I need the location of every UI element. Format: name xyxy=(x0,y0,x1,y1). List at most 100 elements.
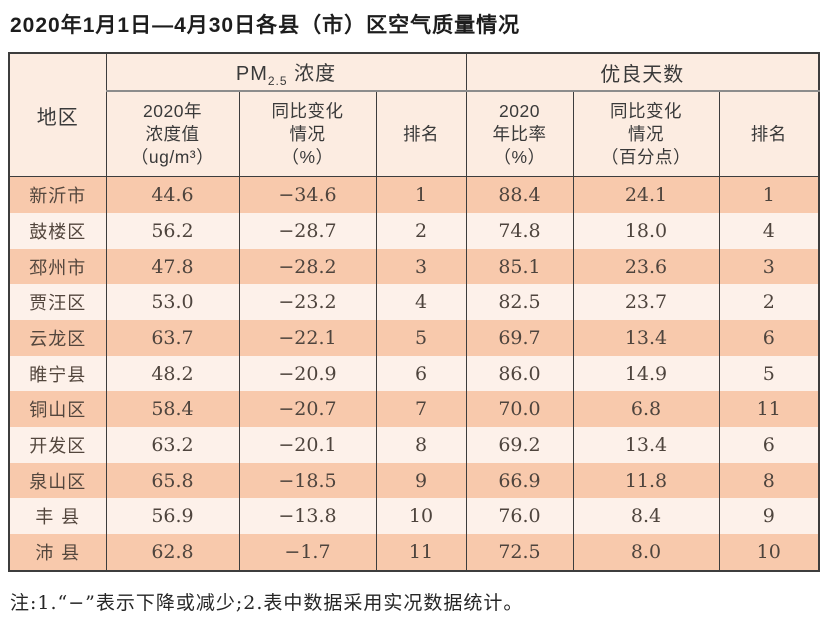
rate-cell: 74.8 xyxy=(465,212,574,249)
pm25-rank-cell: 3 xyxy=(375,248,467,285)
rate-cell: 88.4 xyxy=(465,176,574,213)
header-pm25-rank: 排名 xyxy=(375,91,467,178)
pm25-change-cell: −1.7 xyxy=(238,534,377,571)
table-row: 丰 县 56.9 −13.8 10 76.0 8.4 9 xyxy=(8,498,820,535)
rate-rank-cell: 11 xyxy=(718,391,820,428)
pm25-value-cell: 63.7 xyxy=(105,320,240,356)
rate-change-cell: 18.0 xyxy=(572,212,720,249)
region-cell: 邳州市 xyxy=(8,248,107,285)
rate-rank-cell: 6 xyxy=(718,320,820,356)
rate-rank-cell: 10 xyxy=(718,534,820,571)
table-row: 铜山区 58.4 −20.7 7 70.0 6.8 11 xyxy=(8,391,820,428)
pm25-rank-cell: 7 xyxy=(375,391,467,428)
rate-change-cell: 6.8 xyxy=(572,391,720,428)
pm25-value-cell: 56.9 xyxy=(105,498,240,535)
region-cell: 贾汪区 xyxy=(8,284,107,321)
pm25-value-cell: 58.4 xyxy=(105,391,240,428)
rate-rank-cell: 8 xyxy=(718,462,820,499)
pm25-change-cell: −22.1 xyxy=(238,320,377,356)
table-body: 新沂市 44.6 −34.6 1 88.4 24.1 1 鼓楼区 56.2 −2… xyxy=(8,176,820,571)
region-cell: 泉山区 xyxy=(8,462,107,499)
rate-cell: 72.5 xyxy=(465,534,574,571)
table-row: 邳州市 47.8 −28.2 3 85.1 23.6 3 xyxy=(8,248,820,285)
rate-rank-cell: 2 xyxy=(718,284,820,321)
rate-change-cell: 8.4 xyxy=(572,498,720,535)
pm25-value-cell: 56.2 xyxy=(105,212,240,249)
pm25-label-subscript: 2.5 xyxy=(267,73,288,88)
pm25-value-cell: 47.8 xyxy=(105,248,240,285)
header-pm25-value: 2020年 浓度值 （ug/m³） xyxy=(105,91,240,178)
pm25-change-cell: −13.8 xyxy=(238,498,377,535)
pm25-value-cell: 63.2 xyxy=(105,427,240,463)
pm25-rank-cell: 1 xyxy=(375,176,467,213)
table-row: 鼓楼区 56.2 −28.7 2 74.8 18.0 4 xyxy=(8,212,820,249)
pm25-change-cell: −28.7 xyxy=(238,212,377,249)
rate-change-cell: 24.1 xyxy=(572,176,720,213)
region-cell: 开发区 xyxy=(8,427,107,463)
pm25-rank-cell: 10 xyxy=(375,498,467,535)
table-row: 云龙区 63.7 −22.1 5 69.7 13.4 6 xyxy=(8,320,820,356)
header-rate: 2020 年比率 （%） xyxy=(465,91,574,178)
pm25-rank-cell: 5 xyxy=(375,320,467,356)
rate-rank-cell: 1 xyxy=(718,176,820,213)
pm25-label-prefix: PM xyxy=(235,62,268,85)
rate-change-cell: 23.7 xyxy=(572,284,720,321)
rate-cell: 69.2 xyxy=(465,427,574,463)
table-row: 睢宁县 48.2 −20.9 6 86.0 14.9 5 xyxy=(8,355,820,392)
footnote: 注:1.“−”表示下降或减少;2.表中数据采用实况数据统计。 xyxy=(10,591,524,614)
header-group-row: 地区 PM2.5 浓度 优良天数 xyxy=(8,53,820,178)
pm25-rank-cell: 2 xyxy=(375,212,467,249)
air-quality-table: 地区 PM2.5 浓度 优良天数 2020年 浓度值 （ug/m³） 同比变化 … xyxy=(8,52,820,572)
rate-change-cell: 13.4 xyxy=(572,427,720,463)
table-row: 泉山区 65.8 −18.5 9 66.9 11.8 8 xyxy=(8,462,820,499)
rate-change-cell: 14.9 xyxy=(572,355,720,392)
rate-change-cell: 23.6 xyxy=(572,248,720,285)
rate-cell: 76.0 xyxy=(465,498,574,535)
table-row: 沛 县 62.8 −1.7 11 72.5 8.0 10 xyxy=(8,534,820,571)
pm25-rank-cell: 8 xyxy=(375,427,467,463)
rate-change-cell: 8.0 xyxy=(572,534,720,571)
pm25-change-cell: −34.6 xyxy=(238,176,377,213)
pm25-change-cell: −18.5 xyxy=(238,462,377,499)
pm25-change-cell: −23.2 xyxy=(238,284,377,321)
rate-cell: 85.1 xyxy=(465,248,574,285)
header-rate-change: 同比变化 情况 （百分点） xyxy=(572,91,720,178)
header-group-good-days: 优良天数 xyxy=(465,53,820,93)
region-cell: 鼓楼区 xyxy=(8,212,107,249)
region-cell: 丰 县 xyxy=(8,498,107,535)
pm25-value-cell: 44.6 xyxy=(105,176,240,213)
table-header: 地区 PM2.5 浓度 优良天数 2020年 浓度值 （ug/m³） 同比变化 … xyxy=(8,53,820,178)
rate-cell: 66.9 xyxy=(465,462,574,499)
pm25-value-cell: 62.8 xyxy=(105,534,240,571)
region-cell: 新沂市 xyxy=(8,176,107,213)
rate-change-cell: 11.8 xyxy=(572,462,720,499)
rate-rank-cell: 4 xyxy=(718,212,820,249)
pm25-rank-cell: 6 xyxy=(375,355,467,392)
region-cell: 铜山区 xyxy=(8,391,107,428)
header-sub-row: 2020年 浓度值 （ug/m³） 同比变化 情况 （%） 排名 2020 年比… xyxy=(9,91,820,178)
rate-cell: 82.5 xyxy=(465,284,574,321)
rate-cell: 69.7 xyxy=(465,320,574,356)
rate-rank-cell: 9 xyxy=(718,498,820,535)
pm25-rank-cell: 9 xyxy=(375,462,467,499)
rate-cell: 70.0 xyxy=(465,391,574,428)
region-cell: 云龙区 xyxy=(8,320,107,356)
rate-rank-cell: 5 xyxy=(718,355,820,392)
rate-rank-cell: 3 xyxy=(718,248,820,285)
page-title: 2020年1月1日—4月30日各县（市）区空气质量情况 xyxy=(10,14,521,37)
pm25-rank-cell: 11 xyxy=(375,534,467,571)
pm25-value-cell: 48.2 xyxy=(105,355,240,392)
region-cell: 睢宁县 xyxy=(8,355,107,392)
header-pm25-change: 同比变化 情况 （%） xyxy=(238,91,377,178)
header-group-pm25: PM2.5 浓度 xyxy=(105,53,467,93)
pm25-change-cell: −28.2 xyxy=(238,248,377,285)
table-row: 新沂市 44.6 −34.6 1 88.4 24.1 1 xyxy=(8,176,820,213)
pm25-value-cell: 65.8 xyxy=(105,462,240,499)
pm25-value-cell: 53.0 xyxy=(105,284,240,321)
pm25-rank-cell: 4 xyxy=(375,284,467,321)
pm25-change-cell: −20.9 xyxy=(238,355,377,392)
pm25-change-cell: −20.1 xyxy=(238,427,377,463)
pm25-label-suffix: 浓度 xyxy=(287,62,337,85)
rate-change-cell: 13.4 xyxy=(572,320,720,356)
